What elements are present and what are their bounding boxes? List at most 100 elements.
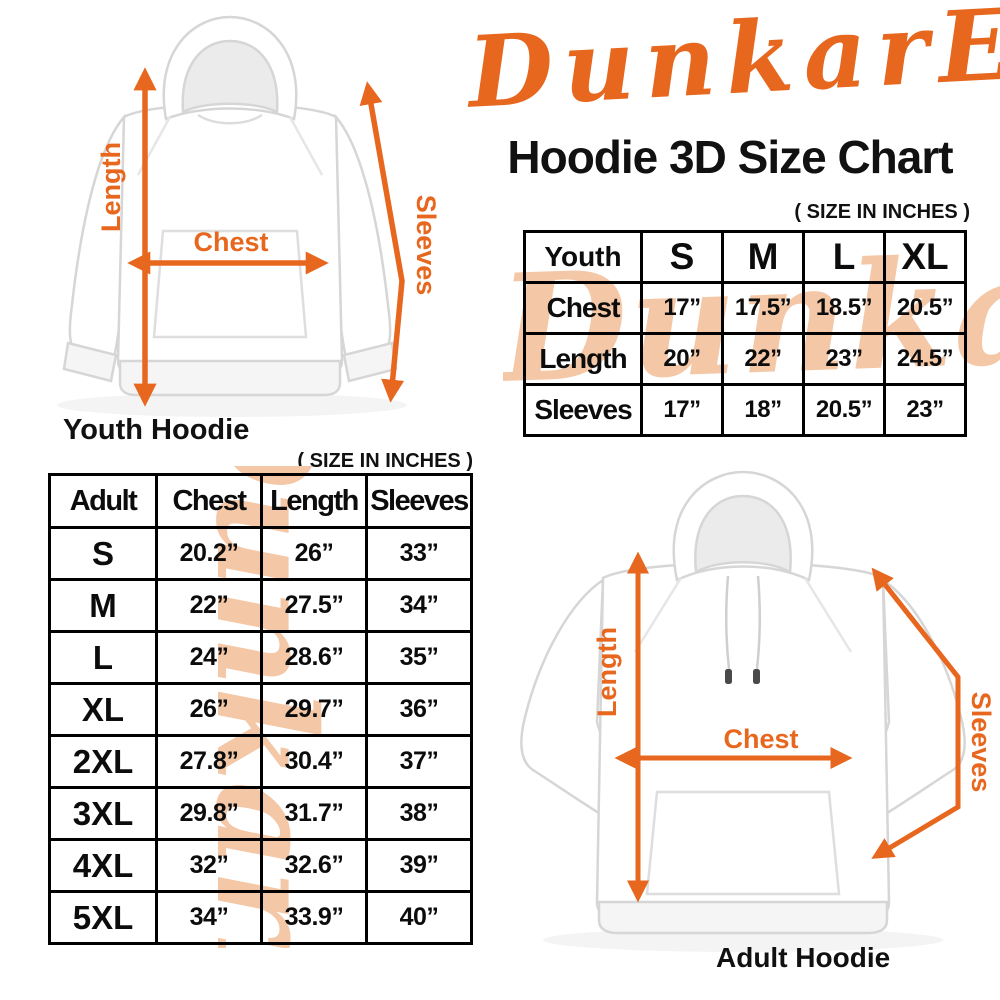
table-row-label: XL bbox=[48, 682, 158, 737]
youth-left-cuff bbox=[62, 341, 118, 383]
table-cell: 30.4” bbox=[260, 734, 368, 789]
adult-size-table: Adult Chest Length Sleeves S 20.2” 26” 3… bbox=[48, 473, 473, 945]
table-cell: 17” bbox=[640, 383, 724, 437]
table-row: 2XL 27.8” 30.4” 37” bbox=[48, 734, 473, 789]
table-row-label: L bbox=[48, 630, 158, 685]
table-cell: 20.2” bbox=[155, 526, 263, 581]
table-cell: 31.7” bbox=[260, 786, 368, 841]
table-cell: 26” bbox=[260, 526, 368, 581]
table-cell: 32” bbox=[155, 838, 263, 893]
table-header-cell: S bbox=[640, 230, 724, 284]
table-cell: 28.6” bbox=[260, 630, 368, 685]
table-row: XL 26” 29.7” 36” bbox=[48, 682, 473, 737]
table-cell: 24.5” bbox=[883, 332, 967, 386]
adult-hood-opening bbox=[694, 494, 792, 575]
table-cell: 24” bbox=[155, 630, 263, 685]
youth-size-note: ( SIZE IN INCHES ) bbox=[794, 201, 970, 223]
youth-length-measure-label: Length bbox=[96, 142, 126, 232]
adult-drawstring-aglet bbox=[725, 669, 732, 684]
table-cell: 37” bbox=[365, 734, 473, 789]
table-header-cell: XL bbox=[883, 230, 967, 284]
table-row-label: Chest bbox=[523, 281, 643, 335]
table-cell: 20” bbox=[640, 332, 724, 386]
table-cell: 27.8” bbox=[155, 734, 263, 789]
table-cell: 26” bbox=[155, 682, 263, 737]
table-header-cell: M bbox=[721, 230, 805, 284]
table-cell: 36” bbox=[365, 682, 473, 737]
adult-drawstrings bbox=[724, 575, 762, 670]
table-row-label: Length bbox=[523, 332, 643, 386]
table-cell: 34” bbox=[365, 578, 473, 633]
adult-sleeves-arrow bbox=[871, 567, 961, 859]
youth-chest-measure-label: Chest bbox=[193, 227, 268, 257]
table-cell: 29.7” bbox=[260, 682, 368, 737]
youth-neck-seam bbox=[197, 113, 263, 125]
table-row-label: M bbox=[48, 578, 158, 633]
table-cell: 20.5” bbox=[883, 281, 967, 335]
table-row: L 24” 28.6” 35” bbox=[48, 630, 473, 685]
table-row-label: 3XL bbox=[48, 786, 158, 841]
youth-size-table: Youth S M L XL Chest 17” 17.5” 18.5” 20.… bbox=[523, 230, 967, 437]
table-row-label: Sleeves bbox=[523, 383, 643, 437]
table-cell: 35” bbox=[365, 630, 473, 685]
table-cell: 22” bbox=[155, 578, 263, 633]
table-header-cell: Length bbox=[260, 473, 368, 529]
table-cell: 40” bbox=[365, 890, 473, 945]
youth-hoodie-image: Length Chest Sleeves bbox=[57, 15, 440, 417]
table-cell: 18.5” bbox=[802, 281, 886, 335]
table-cell: 33.9” bbox=[260, 890, 368, 945]
table-cell: 18” bbox=[721, 383, 805, 437]
table-header-cell: Chest bbox=[155, 473, 263, 529]
table-cell: 39” bbox=[365, 838, 473, 893]
table-cell: 29.8” bbox=[155, 786, 263, 841]
table-row: S 20.2” 26” 33” bbox=[48, 526, 473, 581]
adult-length-measure-label: Length bbox=[592, 627, 622, 717]
adult-hoodie-drawing bbox=[520, 470, 966, 952]
table-cell: 33” bbox=[365, 526, 473, 581]
youth-hem-band bbox=[118, 359, 342, 397]
table-row: Youth S M L XL bbox=[523, 230, 967, 284]
table-cell: 38” bbox=[365, 786, 473, 841]
table-header-cell: Sleeves bbox=[365, 473, 473, 529]
adult-sleeves-measure-label: Sleeves bbox=[966, 692, 996, 793]
youth-hood-opening bbox=[181, 39, 279, 114]
table-row: 4XL 32” 32.6” 39” bbox=[48, 838, 473, 893]
table-cell: 27.5” bbox=[260, 578, 368, 633]
table-cell: 32.6” bbox=[260, 838, 368, 893]
table-row: 5XL 34” 33.9” 40” bbox=[48, 890, 473, 945]
table-row-label: S bbox=[48, 526, 158, 581]
table-row: Adult Chest Length Sleeves bbox=[48, 473, 473, 529]
table-row: Sleeves 17” 18” 20.5” 23” bbox=[523, 383, 967, 437]
table-row: 3XL 29.8” 31.7” 38” bbox=[48, 786, 473, 841]
table-cell: 17.5” bbox=[721, 281, 805, 335]
adult-drawstring-aglet bbox=[753, 669, 760, 684]
table-cell: 23” bbox=[883, 383, 967, 437]
table-row-label: 4XL bbox=[48, 838, 158, 893]
table-header-cell: Adult bbox=[48, 473, 158, 529]
table-cell: 34” bbox=[155, 890, 263, 945]
youth-pocket bbox=[152, 229, 308, 339]
adult-hoodie-image: Length Chest Sleeves bbox=[520, 470, 996, 952]
adult-size-note: ( SIZE IN INCHES ) bbox=[297, 450, 473, 472]
table-row-label: 2XL bbox=[48, 734, 158, 789]
adult-hem-band bbox=[597, 900, 889, 935]
youth-sleeves-measure-label: Sleeves bbox=[411, 195, 440, 296]
table-row: Length 20” 22” 23” 24.5” bbox=[523, 332, 967, 386]
youth-table-area: DunkarE Youth S M L XL Chest 17” 17.5” 1… bbox=[503, 226, 1000, 444]
page-title: Hoodie 3D Size Chart bbox=[507, 131, 953, 183]
table-header-cell: Youth bbox=[523, 230, 643, 284]
adult-pocket bbox=[645, 790, 841, 896]
table-cell: 20.5” bbox=[802, 383, 886, 437]
table-cell: 22” bbox=[721, 332, 805, 386]
table-header-cell: L bbox=[802, 230, 886, 284]
brand-logo: DunkarE bbox=[465, 0, 1000, 131]
table-cell: 23” bbox=[802, 332, 886, 386]
youth-hoodie-caption: Youth Hoodie bbox=[63, 414, 250, 446]
youth-sleeves-arrow bbox=[359, 81, 405, 403]
adult-hoodie-caption: Adult Hoodie bbox=[716, 942, 891, 973]
adult-chest-measure-label: Chest bbox=[723, 724, 798, 754]
table-row-label: 5XL bbox=[48, 890, 158, 945]
table-cell: 17” bbox=[640, 281, 724, 335]
adult-table-area: DunkarE Adult Chest Length Sleeves S 20.… bbox=[43, 466, 480, 948]
